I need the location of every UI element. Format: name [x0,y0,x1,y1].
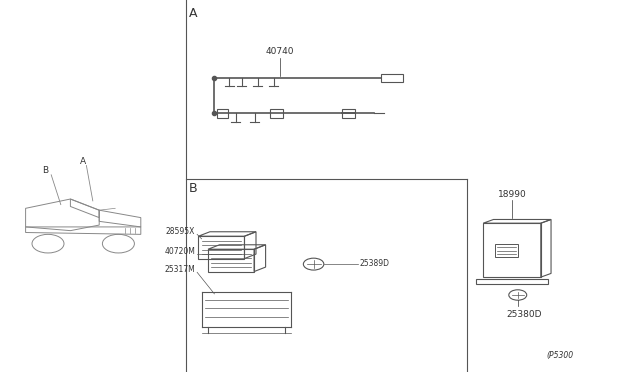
Text: 25389D: 25389D [360,259,390,268]
Text: 18990: 18990 [498,190,526,199]
Text: (P5300: (P5300 [546,351,573,360]
Text: 28595X: 28595X [166,227,195,236]
Text: B: B [189,182,197,195]
Text: 40720M: 40720M [164,247,195,256]
Text: 25317M: 25317M [164,265,195,274]
Text: B: B [42,166,48,175]
Text: 25380D: 25380D [506,310,542,319]
Text: A: A [189,7,197,20]
Text: A: A [80,157,86,166]
Text: 40740: 40740 [266,47,294,56]
FancyBboxPatch shape [381,74,403,82]
